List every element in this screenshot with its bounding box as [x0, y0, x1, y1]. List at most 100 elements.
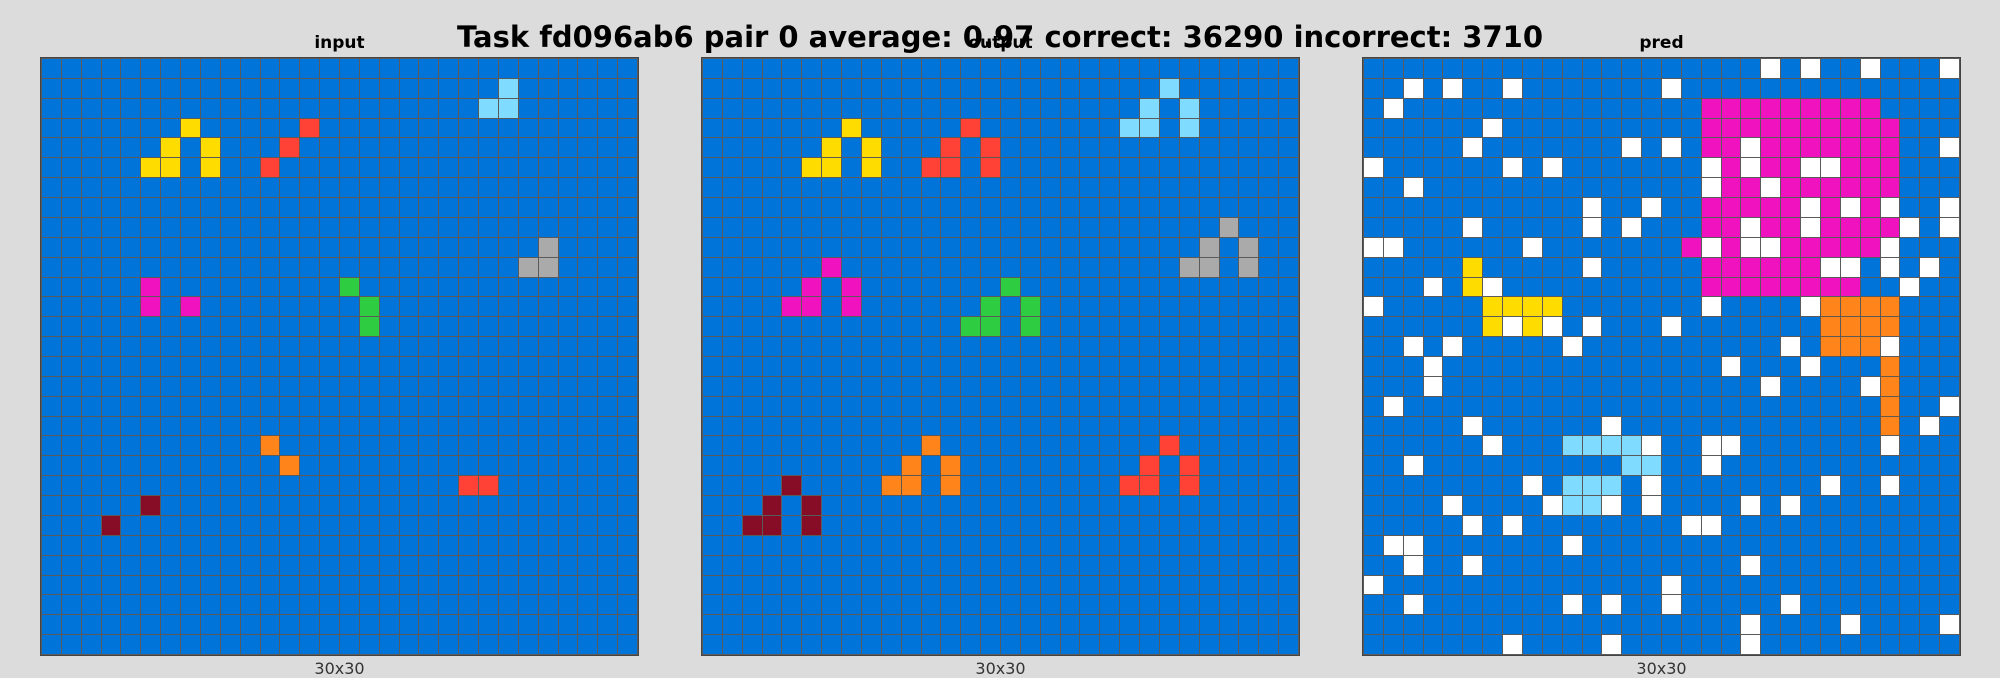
grid-cell [782, 515, 802, 535]
grid-cell [419, 198, 439, 217]
grid-cell [240, 436, 260, 456]
grid-cell [1279, 436, 1298, 456]
grid-cell [141, 416, 161, 436]
grid-cell [61, 575, 81, 595]
grid-cell [1259, 376, 1279, 396]
grid-cell [300, 456, 320, 476]
grid-cell [141, 237, 161, 257]
grid-cell [1940, 198, 1959, 217]
grid-cell [742, 376, 762, 396]
grid-cell [61, 416, 81, 436]
grid-cell [161, 496, 181, 515]
grid-cell [101, 297, 121, 317]
grid-cell [1801, 317, 1820, 337]
grid-cell [842, 376, 861, 396]
grid-cell [822, 496, 842, 515]
grid-cell [538, 158, 558, 178]
grid-cell [961, 595, 981, 615]
grid-cell [1020, 297, 1040, 317]
grid-cell [399, 515, 419, 535]
grid-cell [300, 515, 320, 535]
grid-cell [1900, 575, 1920, 595]
grid-cell [479, 78, 498, 98]
grid-cell [42, 237, 61, 257]
grid-cell [260, 476, 280, 496]
grid-cell [1364, 416, 1383, 436]
grid-cell [161, 98, 181, 118]
grid-cell [1159, 416, 1179, 436]
grid-cell [861, 496, 881, 515]
grid-cell [340, 476, 359, 496]
grid-cell [181, 555, 200, 575]
grid-cell [578, 277, 598, 297]
grid-cell [1403, 496, 1423, 515]
grid-cell [1060, 78, 1080, 98]
grid-cell [1080, 456, 1100, 476]
grid-cell [1801, 396, 1820, 416]
grid-cell [161, 257, 181, 277]
grid-cell [901, 178, 921, 198]
grid-cell [1582, 496, 1602, 515]
grid-cell [1120, 575, 1140, 595]
grid-cell [200, 178, 220, 198]
grid-cell [941, 396, 961, 416]
grid-cell [101, 59, 121, 78]
grid-cell [340, 436, 359, 456]
grid-cell [842, 337, 861, 356]
grid-cell [61, 496, 81, 515]
grid-cell [558, 277, 578, 297]
grid-cell [1219, 317, 1239, 337]
grid-cell [703, 595, 722, 615]
grid-cell [439, 436, 459, 456]
grid-cell [399, 158, 419, 178]
grid-cell [1642, 178, 1661, 198]
grid-cell [1383, 118, 1403, 138]
grid-cell [802, 237, 822, 257]
grid-cell [359, 376, 379, 396]
grid-cell [1100, 198, 1120, 217]
grid-cell [459, 635, 479, 654]
grid-cell [842, 416, 861, 436]
grid-cell [1522, 615, 1542, 635]
grid-cell [1239, 615, 1259, 635]
grid-cell [1120, 257, 1140, 277]
grid-cell [822, 575, 842, 595]
grid-cell [439, 277, 459, 297]
grid-cell [1060, 436, 1080, 456]
grid-cell [518, 257, 538, 277]
grid-cell [1443, 396, 1463, 416]
grid-cell [1239, 595, 1259, 615]
grid-cell [439, 98, 459, 118]
grid-cell [921, 615, 941, 635]
grid-cell [578, 178, 598, 198]
grid-cell [1880, 237, 1900, 257]
grid-cell [861, 575, 881, 595]
grid-cell [1622, 357, 1642, 376]
grid-cell [981, 456, 1000, 476]
grid-cell [1940, 317, 1959, 337]
grid-cell [141, 535, 161, 555]
grid-cell [141, 59, 161, 78]
grid-cell [1781, 158, 1801, 178]
grid-cell [141, 436, 161, 456]
grid-cell [320, 158, 339, 178]
grid-cell [260, 555, 280, 575]
grid-cell [1920, 496, 1940, 515]
grid-cell [280, 337, 300, 356]
grid-cell [399, 456, 419, 476]
grid-cell [1020, 535, 1040, 555]
grid-cell [1562, 416, 1582, 436]
grid-cell [320, 575, 339, 595]
grid-cell [121, 237, 141, 257]
grid-cell [742, 515, 762, 535]
grid-cell [1443, 515, 1463, 535]
grid-cell [861, 635, 881, 654]
grid-cell [1920, 396, 1940, 416]
grid-cell [61, 337, 81, 356]
grid-cell [141, 297, 161, 317]
grid-cell [981, 237, 1000, 257]
grid-cell [61, 476, 81, 496]
grid-cell [260, 436, 280, 456]
grid-cell [1060, 555, 1080, 575]
grid-cell [1860, 297, 1880, 317]
